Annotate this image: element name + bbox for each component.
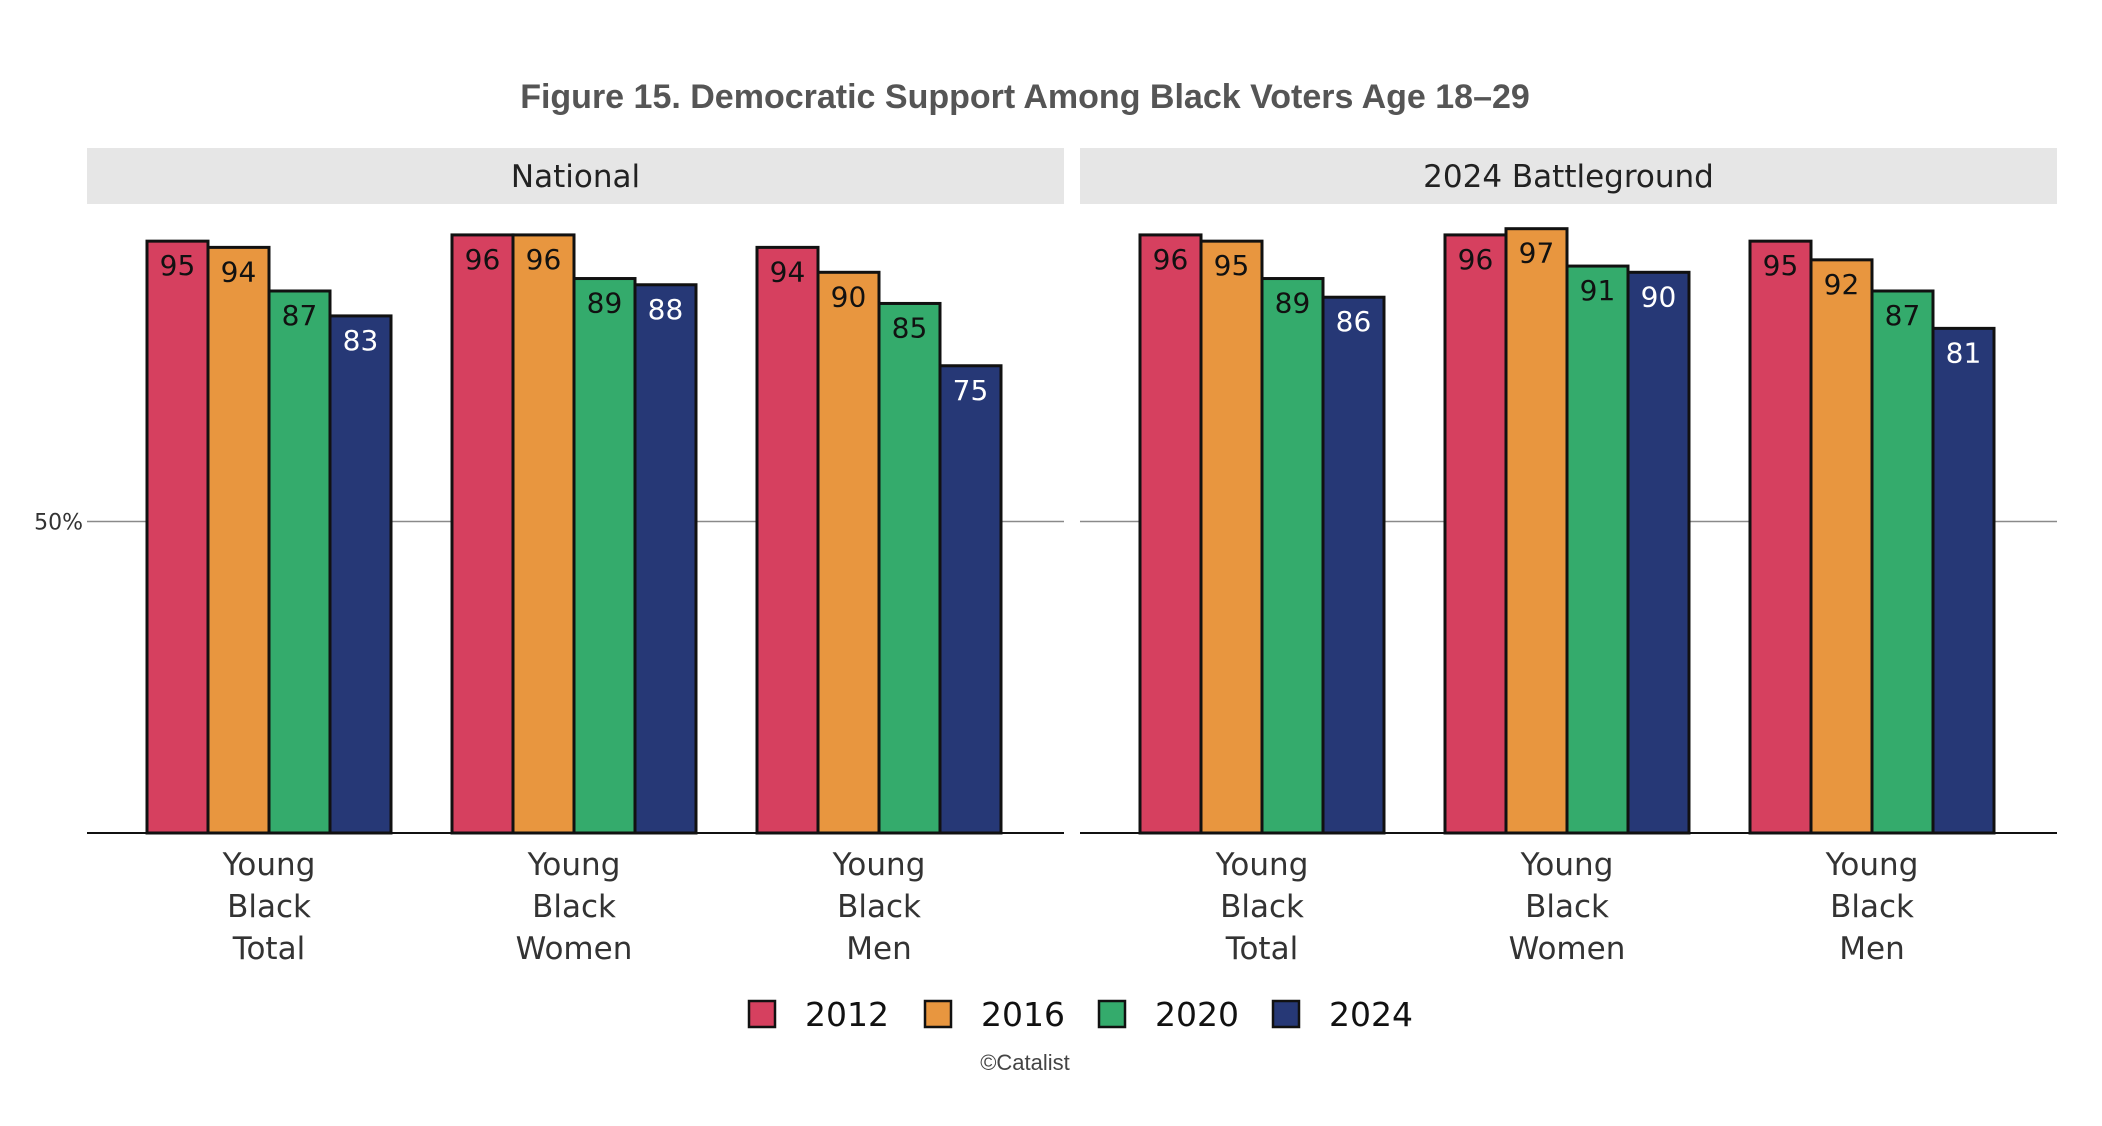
bar-2024 <box>633 283 698 835</box>
category-label: Black <box>1830 889 1914 925</box>
bar-2020 <box>1565 264 1630 835</box>
panels: National 50% 95 94 87 83 Young Black Total 96 96 89… <box>34 148 2057 967</box>
bar-value-label: 94 <box>770 255 806 288</box>
category-label: Total <box>232 931 305 967</box>
category-group: 95 92 87 81 Young Black Men <box>1748 239 1996 967</box>
legend-label: 2016 <box>981 995 1065 1034</box>
bar-value-label: 95 <box>1214 249 1250 282</box>
category-label: Young <box>222 847 316 883</box>
legend: 2012 2016 2020 2024 <box>747 995 1413 1034</box>
bar-2024 <box>1626 270 1691 835</box>
bar-2012 <box>1748 239 1813 835</box>
legend-item-2016: 2016 <box>923 995 1065 1034</box>
legend-label: 2020 <box>1155 995 1239 1034</box>
bar-2012 <box>1443 233 1508 835</box>
panel-label: National <box>511 159 640 195</box>
bar-value-label: 75 <box>953 374 989 407</box>
category-label: Women <box>516 931 633 967</box>
bar-2020 <box>877 301 942 835</box>
category-label: Women <box>1509 931 1626 967</box>
category-label: Black <box>1220 889 1304 925</box>
legend-item-2020: 2020 <box>1097 995 1239 1034</box>
legend-swatch <box>747 999 777 1029</box>
bar-value-label: 95 <box>160 249 196 282</box>
bar-value-label: 86 <box>1336 305 1372 338</box>
bar-2016 <box>816 270 881 835</box>
bar-2012 <box>145 239 210 835</box>
bar-2012 <box>755 245 820 835</box>
panel-strip <box>1080 148 2057 204</box>
bar-value-label: 87 <box>282 299 318 332</box>
category-label: Young <box>527 847 621 883</box>
chart-caption: ©Catalist <box>980 1050 1070 1075</box>
panel: National 50% 95 94 87 83 Young Black Total 96 96 89… <box>34 148 1064 967</box>
bar-2012 <box>450 233 515 835</box>
bar-value-label: 90 <box>1641 280 1677 313</box>
bar-value-label: 87 <box>1885 299 1921 332</box>
category-group: 96 96 89 88 Young Black Women <box>450 233 698 967</box>
bar-value-label: 81 <box>1946 336 1982 369</box>
legend-label: 2012 <box>805 995 889 1034</box>
bar-2024 <box>1321 295 1386 835</box>
bar-2016 <box>1809 258 1874 835</box>
legend-swatch <box>1271 999 1301 1029</box>
category-label: Young <box>1215 847 1309 883</box>
category-label: Men <box>1839 931 1904 967</box>
category-group: 94 90 85 75 Young Black Men <box>755 245 1003 967</box>
bar-2012 <box>1138 233 1203 835</box>
bar-2020 <box>572 277 637 835</box>
chart-title: Figure 15. Democratic Support Among Blac… <box>520 78 1530 116</box>
bar-value-label: 95 <box>1763 249 1799 282</box>
category-label: Young <box>1825 847 1919 883</box>
category-label: Black <box>227 889 311 925</box>
bar-2016 <box>206 245 271 835</box>
category-group: 96 97 91 90 Young Black Women <box>1443 227 1691 967</box>
bar-value-label: 85 <box>892 311 928 344</box>
category-label: Young <box>832 847 926 883</box>
panel-label: 2024 Battleground <box>1423 159 1714 195</box>
category-group: 96 95 89 86 Young Black Total <box>1138 233 1386 967</box>
bar-value-label: 90 <box>831 280 867 313</box>
category-label: Total <box>1225 931 1298 967</box>
category-label: Men <box>846 931 911 967</box>
category-label: Black <box>837 889 921 925</box>
legend-swatch <box>1097 999 1127 1029</box>
bar-value-label: 97 <box>1519 237 1555 270</box>
bar-value-label: 96 <box>465 243 501 276</box>
bar-2016 <box>511 233 576 835</box>
panel: 2024 Battleground 96 95 89 86 Young Black Total… <box>1080 148 2057 967</box>
legend-label: 2024 <box>1329 995 1413 1034</box>
bar-2024 <box>328 314 393 835</box>
bar-2020 <box>1260 277 1325 835</box>
category-label: Young <box>1520 847 1614 883</box>
bar-2024 <box>938 364 1003 835</box>
bar-2016 <box>1199 239 1264 835</box>
category-label: Black <box>532 889 616 925</box>
bar-value-label: 96 <box>526 243 562 276</box>
panel-strip <box>87 148 1064 204</box>
bar-2024 <box>1931 326 1996 835</box>
legend-item-2024: 2024 <box>1271 995 1413 1034</box>
category-label: Black <box>1525 889 1609 925</box>
bar-value-label: 94 <box>221 255 257 288</box>
bar-value-label: 88 <box>648 293 684 326</box>
category-group: 95 94 87 83 Young Black Total <box>145 239 393 967</box>
bar-2020 <box>1870 289 1935 835</box>
legend-item-2012: 2012 <box>747 995 889 1034</box>
bar-value-label: 96 <box>1153 243 1189 276</box>
bar-2016 <box>1504 227 1569 835</box>
bar-value-label: 89 <box>587 287 623 320</box>
bar-value-label: 83 <box>343 324 379 357</box>
legend-swatch <box>923 999 953 1029</box>
bar-value-label: 96 <box>1458 243 1494 276</box>
bar-value-label: 92 <box>1824 268 1860 301</box>
bar-value-label: 89 <box>1275 287 1311 320</box>
bar-2020 <box>267 289 332 835</box>
bar-value-label: 91 <box>1580 274 1616 307</box>
y-tick-label: 50% <box>34 511 83 536</box>
